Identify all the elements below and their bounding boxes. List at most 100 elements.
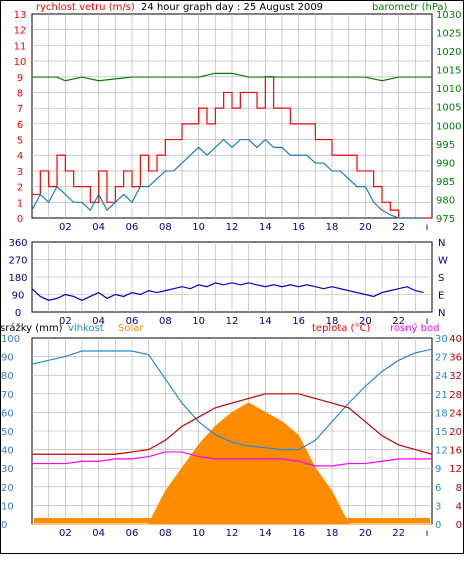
wind-y-tick: 1 bbox=[17, 198, 23, 209]
climate-panel-x-tick: 14 bbox=[259, 528, 272, 539]
wind-y-tick: 12 bbox=[14, 26, 27, 37]
humidity-y-tick: 3 bbox=[435, 501, 441, 512]
climate-panel-x-tick: 20 bbox=[359, 528, 372, 539]
wind-y-tick: 10 bbox=[14, 57, 27, 68]
rain-y-tick: 40 bbox=[1, 446, 14, 457]
wind-panel-x-tick: 08 bbox=[159, 222, 172, 233]
climate-panel-x-tick: 12 bbox=[226, 528, 239, 539]
wind-y-tick: 7 bbox=[17, 104, 23, 115]
legend-temperature: teplota (°C) bbox=[312, 323, 370, 334]
direction-y-tick: 0 bbox=[15, 308, 21, 319]
direction-panel-x-tick: 08 bbox=[159, 316, 172, 327]
wind-y-tick: 2 bbox=[17, 183, 23, 194]
climate-panel-x-tick-end: ı bbox=[426, 528, 429, 539]
climate-panel-x-tick: 10 bbox=[192, 528, 205, 539]
climate-panel-x-tick: 02 bbox=[59, 528, 72, 539]
direction-y-tick: 180 bbox=[8, 273, 27, 284]
temperature-y-tick: 40 bbox=[449, 334, 462, 345]
direction-panel-x-tick: 02 bbox=[59, 316, 72, 327]
rain-y-tick: 70 bbox=[1, 390, 14, 401]
direction-compass-tick: N bbox=[438, 308, 445, 319]
direction-panel-x-tick: 20 bbox=[359, 316, 372, 327]
legend-rain: srážky (mm) bbox=[0, 322, 63, 334]
wind-y-tick: 11 bbox=[14, 41, 27, 52]
pressure-y-tick: 1020 bbox=[436, 47, 461, 58]
humidity-y-tick: 21 bbox=[435, 390, 448, 401]
pressure-y-tick: 980 bbox=[436, 195, 455, 206]
humidity-y-tick: 12 bbox=[435, 446, 448, 457]
wind-panel-x-tick: 20 bbox=[359, 222, 372, 233]
wind-y-tick: 9 bbox=[17, 73, 23, 84]
temperature-y-tick: 24 bbox=[449, 408, 462, 419]
pressure-line bbox=[32, 72, 432, 82]
wind-panel-x-tick: 12 bbox=[226, 222, 239, 233]
temperature-line bbox=[32, 393, 433, 455]
wind-y-tick: 3 bbox=[17, 167, 23, 178]
rain-y-tick: 10 bbox=[1, 501, 14, 512]
legend-humidity: vlhkost bbox=[68, 323, 104, 334]
wind-panel-x-tick-end: ı bbox=[426, 222, 429, 233]
pressure-y-tick: 1030 bbox=[436, 10, 461, 21]
humidity-y-tick: 24 bbox=[435, 371, 448, 382]
humidity-y-tick: 27 bbox=[435, 353, 448, 364]
wind-y-tick: 8 bbox=[17, 88, 23, 99]
pressure-y-tick: 1010 bbox=[436, 84, 461, 95]
direction-panel-x-tick: 04 bbox=[92, 316, 105, 327]
pressure-y-tick: 1000 bbox=[436, 121, 461, 132]
direction-panel-x-tick: 06 bbox=[126, 316, 139, 327]
direction-panel-x-tick: 10 bbox=[192, 316, 205, 327]
rain-y-tick: 60 bbox=[1, 408, 14, 419]
temperature-y-tick: 0 bbox=[456, 520, 462, 531]
pressure-y-tick: 1025 bbox=[436, 29, 461, 40]
rain-y-tick: 100 bbox=[1, 334, 20, 345]
direction-panel-x-tick-end: ı bbox=[426, 316, 429, 327]
pressure-y-tick: 990 bbox=[436, 158, 455, 169]
wind-y-tick: 4 bbox=[17, 151, 23, 162]
direction-panel-x-tick: 12 bbox=[226, 316, 239, 327]
pressure-y-tick: 975 bbox=[436, 214, 455, 225]
climate-panel-x-tick: 18 bbox=[326, 528, 339, 539]
rain-y-tick: 20 bbox=[1, 483, 14, 494]
legend-dewpoint: rosný bod bbox=[390, 322, 439, 334]
climate-panel-x-tick: 22 bbox=[392, 528, 405, 539]
rain-y-tick: 0 bbox=[1, 520, 7, 531]
chart-title: 24 hour graph day : 25 August 2009 bbox=[141, 2, 323, 13]
temperature-y-tick: 16 bbox=[449, 446, 462, 457]
legend-solar: Solar bbox=[118, 323, 144, 334]
rain-y-tick: 80 bbox=[1, 371, 14, 382]
temperature-y-tick: 4 bbox=[456, 501, 462, 512]
climate-panel-x-tick: 06 bbox=[126, 528, 139, 539]
direction-panel-x-tick: 18 bbox=[326, 316, 339, 327]
dewpoint-line bbox=[32, 451, 432, 467]
wind-panel-x-tick: 18 bbox=[326, 222, 339, 233]
solar-area bbox=[32, 402, 432, 525]
temperature-y-tick: 32 bbox=[449, 371, 462, 382]
humidity-y-tick: 15 bbox=[435, 427, 448, 438]
direction-compass-tick: S bbox=[438, 273, 444, 284]
rain-y-tick: 50 bbox=[1, 427, 14, 438]
wind-avg-line bbox=[31, 138, 424, 219]
rain-y-tick: 90 bbox=[1, 353, 14, 364]
direction-compass-tick: N bbox=[438, 238, 445, 249]
temperature-y-tick: 8 bbox=[456, 483, 462, 494]
pressure-y-tick: 1005 bbox=[436, 103, 461, 114]
wind-panel-x-tick: 16 bbox=[292, 222, 305, 233]
wind-y-tick: 5 bbox=[17, 136, 23, 147]
climate-panel-x-tick: 16 bbox=[292, 528, 305, 539]
pressure-y-tick: 995 bbox=[436, 140, 455, 151]
wind-panel-x-tick: 06 bbox=[126, 222, 139, 233]
temperature-y-tick: 28 bbox=[449, 390, 462, 401]
humidity-y-tick: 30 bbox=[435, 334, 448, 345]
wind-y-tick: 0 bbox=[17, 214, 23, 225]
direction-y-tick: 90 bbox=[12, 291, 25, 302]
wind-y-tick: 6 bbox=[17, 120, 23, 131]
wind-direction-line bbox=[31, 282, 424, 301]
wind-panel-x-tick: 04 bbox=[92, 222, 105, 233]
climate-panel-x-tick: 08 bbox=[159, 528, 172, 539]
temperature-y-tick: 12 bbox=[449, 464, 462, 475]
pressure-y-tick: 985 bbox=[436, 177, 455, 188]
wind-panel-x-tick: 10 bbox=[192, 222, 205, 233]
humidity-y-tick: 9 bbox=[435, 464, 441, 475]
direction-compass-tick: E bbox=[438, 291, 444, 302]
